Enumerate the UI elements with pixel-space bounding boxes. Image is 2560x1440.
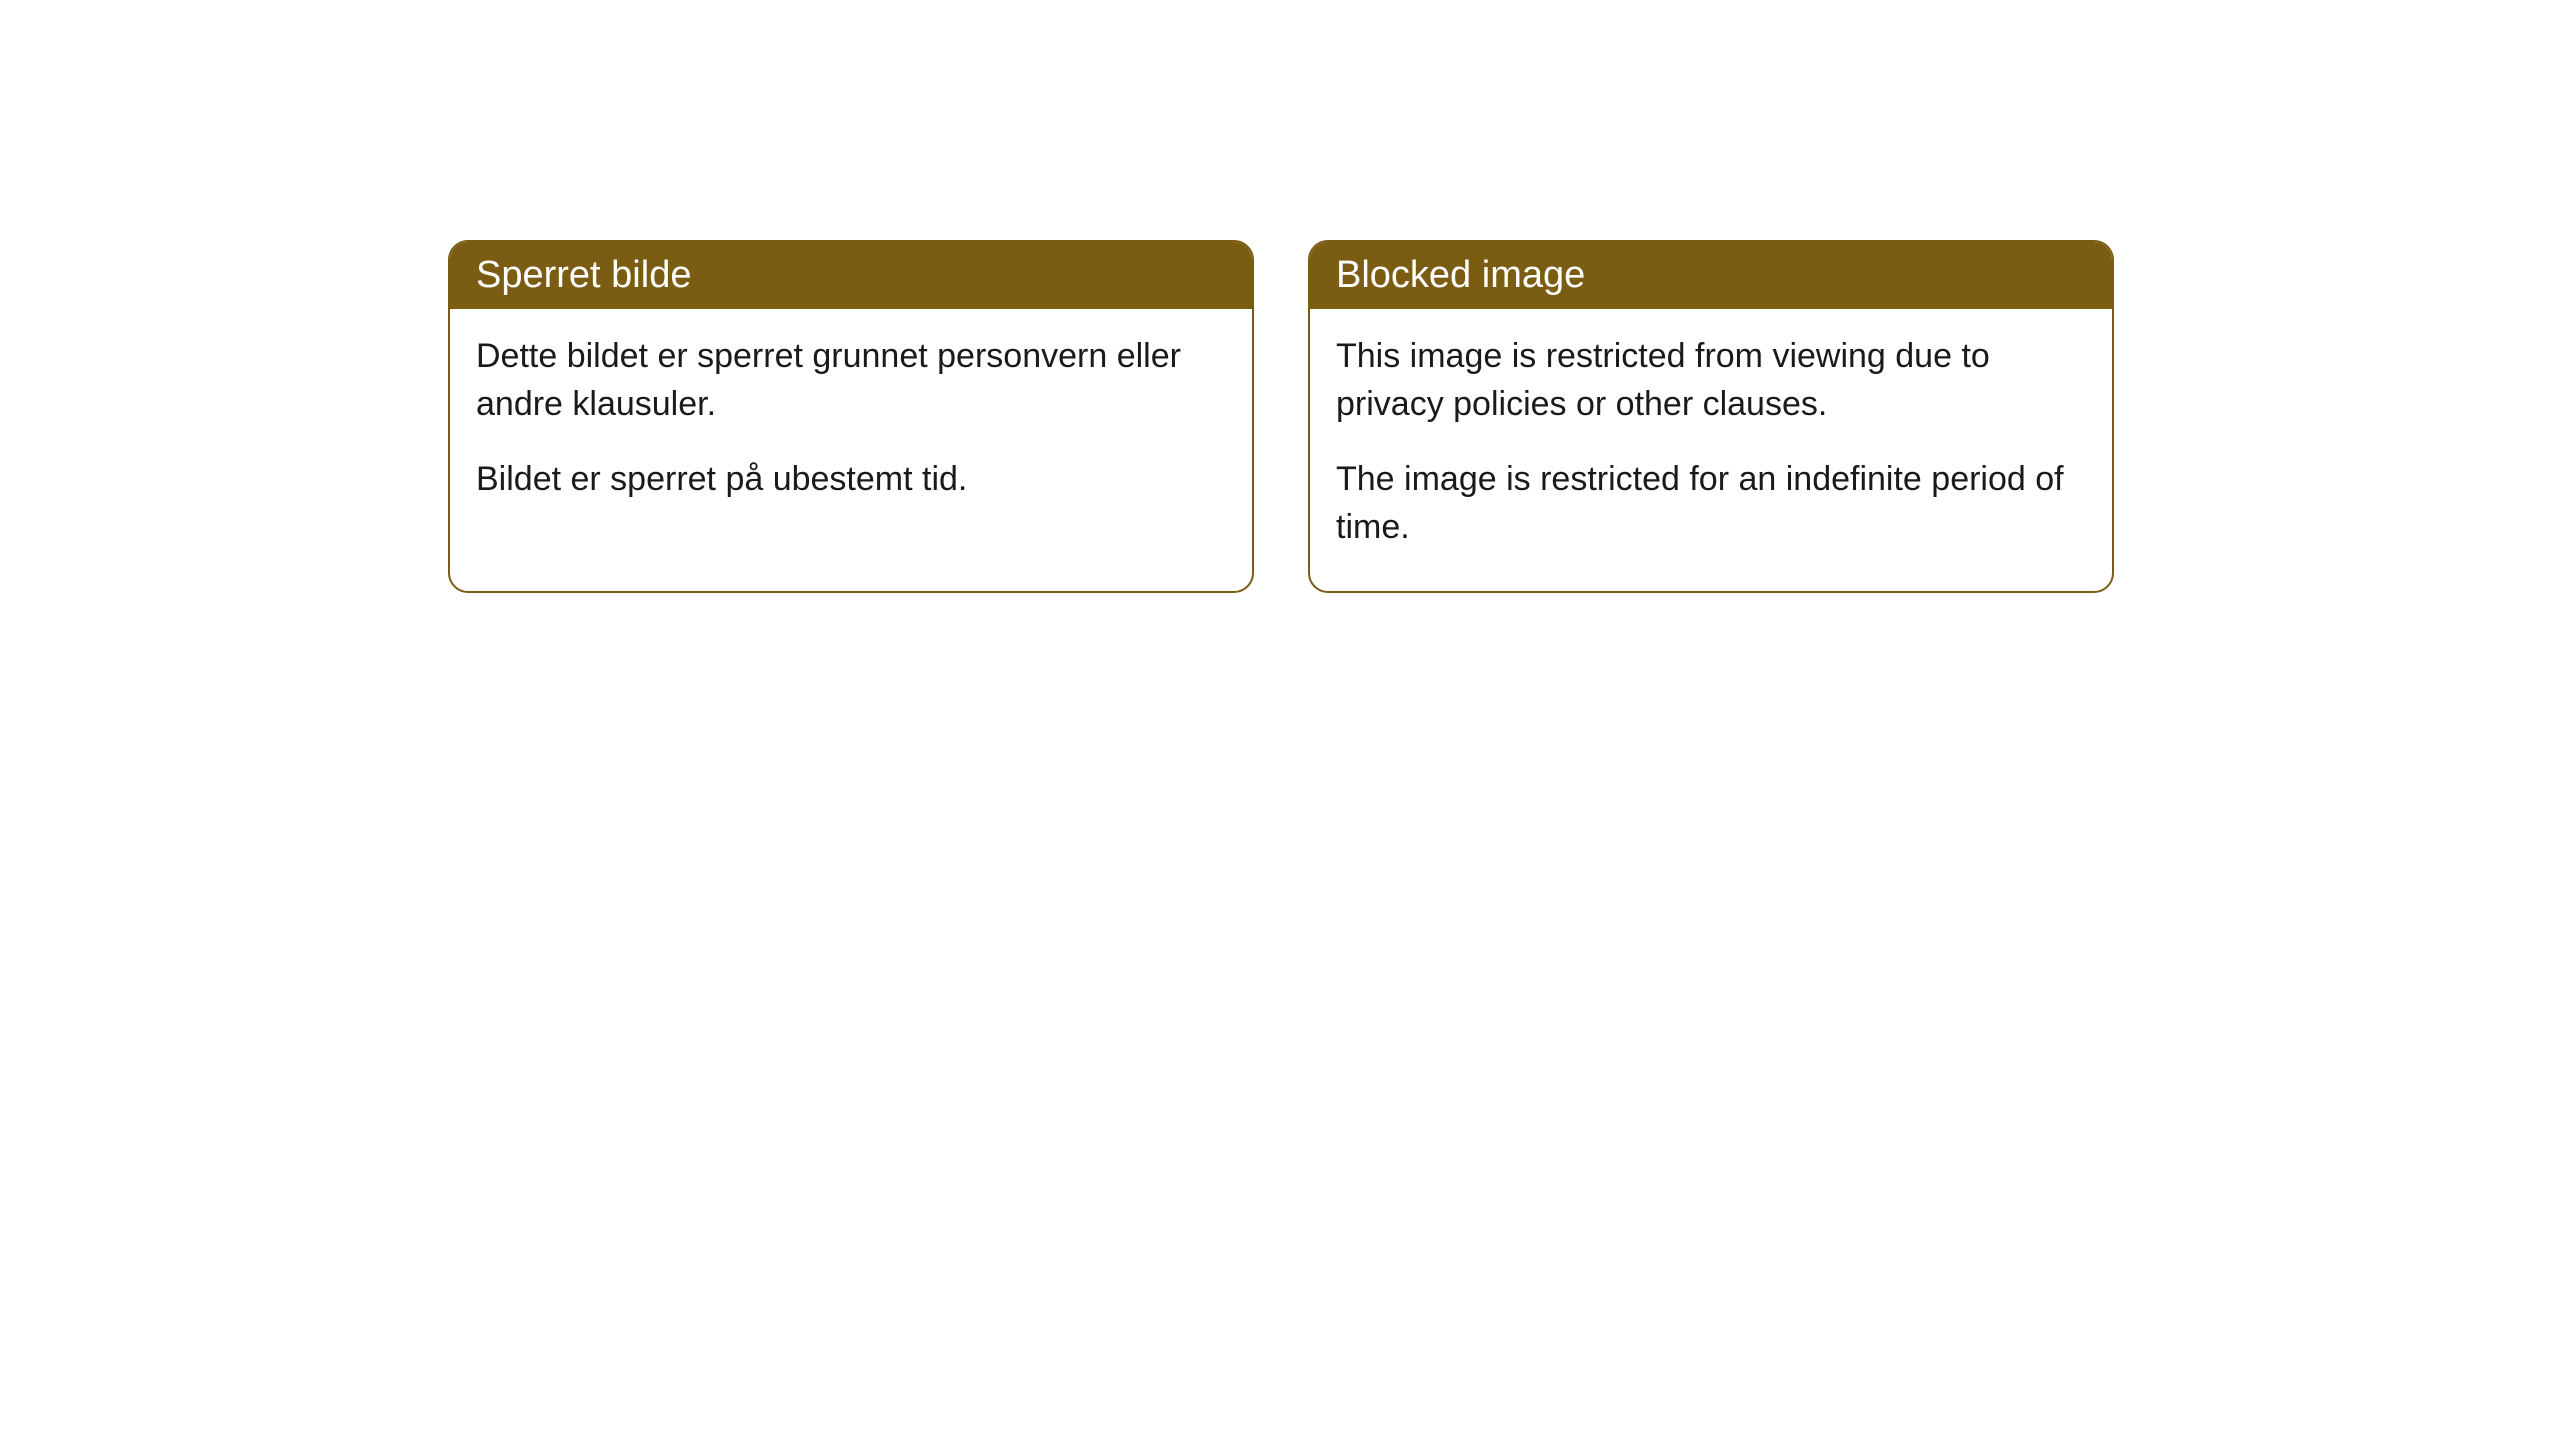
card-header-english: Blocked image bbox=[1310, 242, 2112, 309]
notice-card-english: Blocked image This image is restricted f… bbox=[1308, 240, 2114, 593]
card-title: Blocked image bbox=[1336, 254, 1585, 296]
card-paragraph-1: This image is restricted from viewing du… bbox=[1336, 333, 2086, 428]
card-header-norwegian: Sperret bilde bbox=[450, 242, 1252, 309]
notice-card-norwegian: Sperret bilde Dette bildet er sperret gr… bbox=[448, 240, 1254, 593]
card-paragraph-2: The image is restricted for an indefinit… bbox=[1336, 456, 2086, 551]
card-body-norwegian: Dette bildet er sperret grunnet personve… bbox=[450, 309, 1252, 544]
card-body-english: This image is restricted from viewing du… bbox=[1310, 309, 2112, 591]
notice-container: Sperret bilde Dette bildet er sperret gr… bbox=[448, 240, 2114, 593]
card-title: Sperret bilde bbox=[476, 254, 691, 296]
card-paragraph-2: Bildet er sperret på ubestemt tid. bbox=[476, 456, 1226, 504]
card-paragraph-1: Dette bildet er sperret grunnet personve… bbox=[476, 333, 1226, 428]
